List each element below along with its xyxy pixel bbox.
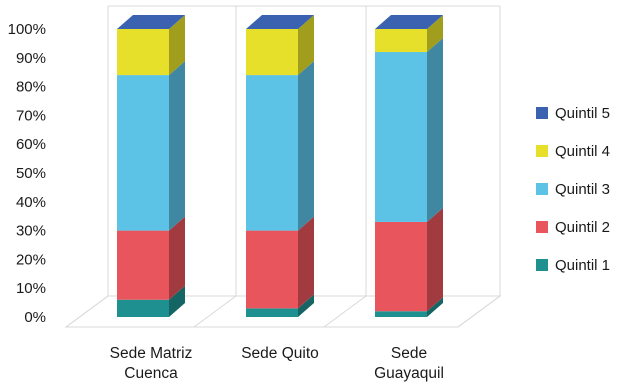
bar-top-cap <box>117 15 185 29</box>
legend-swatch <box>536 259 548 271</box>
bar-segment-side <box>298 61 314 231</box>
y-tick-label: 60% <box>16 136 46 153</box>
x-category-label: Sede <box>391 345 427 362</box>
chart-walls <box>64 5 502 328</box>
legend-label: Quintil 4 <box>555 143 610 160</box>
floor-divider <box>323 295 367 328</box>
bar-segment-side <box>427 38 443 222</box>
floor-divider <box>193 295 237 328</box>
bar-segment-side <box>298 216 314 309</box>
bar-top-cap <box>375 15 443 29</box>
bar-segment <box>246 308 298 317</box>
bar-segment <box>375 52 427 222</box>
bar-segment <box>117 230 169 300</box>
legend-swatch <box>536 145 548 157</box>
bar-segment-side <box>427 207 443 312</box>
legend-swatch <box>536 107 548 119</box>
legend: Quintil 5 Quintil 4 Quintil 3 Quintil 2 Quin… <box>536 105 610 274</box>
bar-segment-side <box>427 297 443 317</box>
x-category-label: Sede Matriz <box>110 345 193 362</box>
x-category-label: Guayaquil <box>374 365 444 382</box>
bar-segment-side <box>169 285 185 317</box>
bar-segment <box>246 75 298 231</box>
bar-segment <box>117 75 169 231</box>
y-tick-label: 30% <box>16 223 46 240</box>
y-tick-label: 100% <box>8 21 46 38</box>
y-tick-label: 80% <box>16 79 46 96</box>
x-category-label: Sede Quito <box>241 345 319 362</box>
floor-divider <box>65 295 109 328</box>
legend-swatch <box>536 221 548 233</box>
y-tick-label: 20% <box>16 251 46 268</box>
bar-stack <box>246 15 314 317</box>
y-tick-label: 0% <box>24 309 46 326</box>
y-axis: 0% 10% 20% 30% 40% 50% 60% 70% 80% 90% 100% <box>8 21 46 326</box>
bar-segment-side <box>298 15 314 76</box>
bar-segment <box>117 299 169 317</box>
bar-segment-side <box>169 61 185 231</box>
x-category-label: Cuenca <box>124 365 178 382</box>
bar-segment <box>375 29 427 53</box>
bar-segment-side <box>169 15 185 76</box>
bar-segment-side <box>169 216 185 300</box>
y-tick-label: 90% <box>16 50 46 67</box>
legend-swatch <box>536 183 548 195</box>
bar-segment <box>375 221 427 312</box>
bar-top-cap <box>246 15 314 29</box>
bar-segment-side <box>427 15 443 53</box>
legend-label: Quintil 1 <box>555 257 610 274</box>
bar-segment-side <box>298 294 314 317</box>
y-tick-label: 10% <box>16 280 46 297</box>
bars <box>117 15 443 317</box>
legend-label: Quintil 5 <box>555 105 610 122</box>
bar-segment <box>246 29 298 76</box>
y-tick-label: 50% <box>16 165 46 182</box>
bar-segment <box>246 230 298 309</box>
legend-label: Quintil 2 <box>555 219 610 236</box>
bar-stack <box>117 15 185 317</box>
legend-label: Quintil 3 <box>555 181 610 198</box>
bar-segment <box>375 311 427 317</box>
bar-segment <box>117 29 169 76</box>
y-tick-label: 70% <box>16 107 46 124</box>
floor-divider <box>457 295 501 328</box>
bar-stack <box>375 15 443 317</box>
y-tick-label: 40% <box>16 194 46 211</box>
x-axis: Sede Matriz Cuenca Sede Quito Sede Guayaquil <box>110 345 444 382</box>
